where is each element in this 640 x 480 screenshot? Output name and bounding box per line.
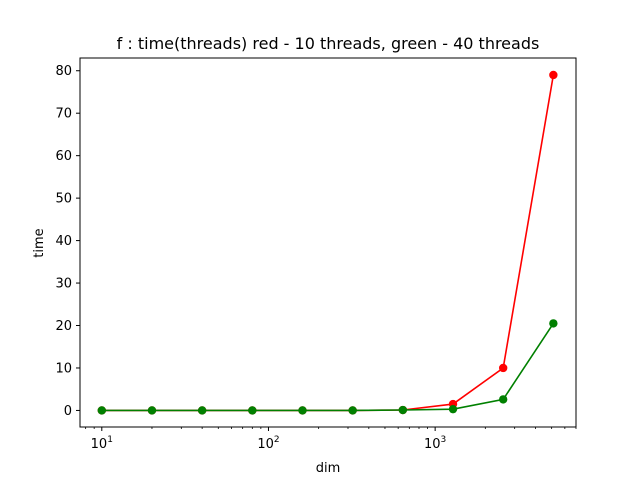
- y-tick-label: 30: [55, 277, 72, 292]
- y-tick-label: 70: [55, 107, 72, 122]
- y-tick-label: 50: [55, 192, 72, 207]
- series-2-point: [549, 319, 558, 328]
- chart-title: f : time(threads) red - 10 threads, gree…: [117, 34, 540, 53]
- series-2-point: [97, 406, 106, 415]
- y-tick-label: 40: [55, 234, 72, 249]
- series-2-point: [448, 404, 458, 414]
- y-tick-label: 0: [64, 404, 72, 419]
- series-1-point: [549, 70, 558, 80]
- series-2-point: [298, 406, 307, 415]
- series-2-point: [248, 406, 257, 415]
- plot-area: 0 10 20 30 40 50 60 70 80 101 102 103: [55, 57, 577, 452]
- y-axis-label: time: [32, 228, 47, 257]
- y-tick-label: 20: [55, 319, 72, 334]
- series-2-point: [197, 406, 207, 415]
- x-axis-label: dim: [316, 461, 341, 476]
- series-2-point: [348, 406, 357, 415]
- series-1-point: [498, 363, 508, 373]
- series-2-point: [398, 405, 408, 415]
- series-2-line: [101, 322, 555, 412]
- x-tick-label: 102: [257, 435, 279, 452]
- axes-frame: [79, 57, 577, 428]
- y-tick-label: 10: [55, 361, 72, 376]
- y-tick-label: 60: [55, 149, 72, 164]
- x-tick-label: 103: [424, 435, 446, 452]
- series-2-point: [147, 406, 157, 415]
- series-2-point: [498, 395, 508, 404]
- x-tick-label: 101: [91, 435, 113, 452]
- y-tick-label: 80: [55, 64, 72, 79]
